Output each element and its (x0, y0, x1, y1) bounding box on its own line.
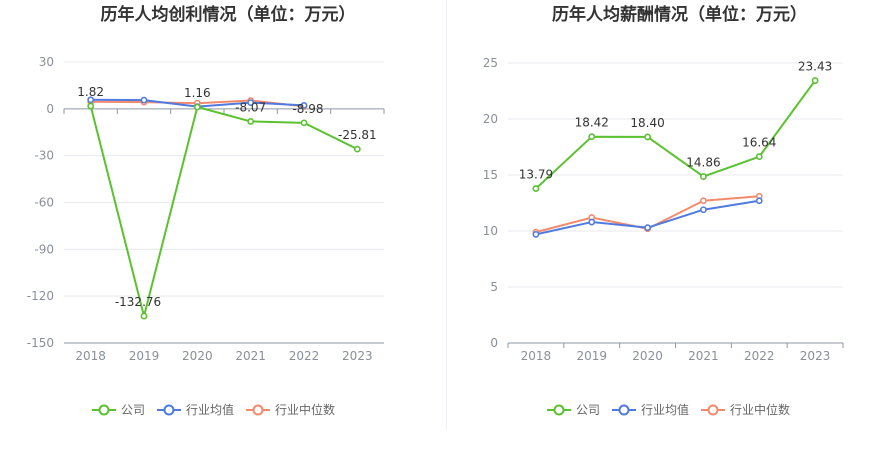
legend-label: 行业中位数 (275, 402, 335, 417)
legend-item-2[interactable]: 行业中位数 (701, 402, 790, 417)
legend-item-0[interactable]: 公司 (547, 403, 600, 417)
legend-label: 行业均值 (641, 402, 689, 417)
legend-label: 公司 (576, 403, 600, 417)
y-tick-label: -60 (34, 196, 54, 210)
data-point (588, 133, 596, 141)
y-tick-label: 5 (490, 280, 498, 294)
legend-item-1[interactable]: 行业均值 (157, 402, 234, 417)
data-point (87, 102, 95, 110)
data-label: 13.79 (519, 168, 553, 182)
x-tick-label: 2022 (289, 349, 320, 363)
salary-chart-svg: 历年人均薪酬情况（单位：万元） 25 20 15 10 5 0 2018 2019 2020 202… (483, 4, 844, 417)
data-label: 1.16 (184, 86, 211, 100)
data-label: -25.81 (338, 128, 377, 142)
data-label: 18.42 (575, 116, 609, 130)
data-point (353, 145, 361, 153)
legend-label: 行业中位数 (730, 402, 790, 417)
y-tick-label: 0 (46, 102, 54, 116)
data-point (193, 103, 201, 111)
data-point (700, 173, 707, 180)
x-tick-label: 2023 (800, 349, 831, 363)
data-point (811, 77, 819, 84)
data-point (300, 119, 308, 127)
y-tick-label: -150 (27, 336, 54, 350)
data-point (755, 153, 763, 161)
legend-marker-icon (707, 404, 719, 416)
data-point (532, 185, 540, 192)
data-point (247, 99, 255, 106)
data-point (700, 206, 707, 214)
data-point (140, 312, 148, 320)
profit-chart-svg: 历年人均创利情况（单位：万元） 30 0 -30 -60 -90 -120 -150 2018 2… (27, 4, 385, 417)
chart-title: 历年人均薪酬情况（单位：万元） (552, 4, 807, 25)
legend-marker-icon (553, 404, 565, 416)
legend-item-0[interactable]: 公司 (92, 403, 145, 417)
legend-label: 公司 (121, 403, 145, 417)
data-point (87, 96, 95, 104)
legend-item-2[interactable]: 行业中位数 (246, 402, 335, 417)
data-label: 16.64 (742, 136, 776, 150)
x-tick-label: 2020 (182, 349, 213, 363)
x-tick-label: 2019 (129, 349, 160, 363)
data-point (644, 224, 651, 232)
data-point (755, 197, 763, 205)
data-point (140, 96, 148, 104)
data-point (644, 133, 651, 141)
data-label: 18.40 (630, 116, 664, 130)
legend-marker-icon (163, 404, 175, 416)
x-tick-label: 2021 (235, 349, 266, 363)
data-label: -8.98 (292, 102, 323, 116)
data-point (588, 218, 596, 226)
x-tick-label: 2023 (342, 349, 373, 363)
profit-per-capita-chart: 历年人均创利情况（单位：万元） 30 0 -30 -60 -90 -120 -150 2018 2… (0, 0, 446, 458)
data-label: -132.76 (115, 295, 161, 309)
legend-label: 行业均值 (186, 402, 234, 417)
data-label: 1.82 (77, 85, 104, 99)
y-tick-label: 25 (483, 56, 498, 70)
series-line-0 (89, 105, 358, 318)
chart-title: 历年人均创利情况（单位：万元） (101, 4, 356, 25)
data-point (700, 197, 707, 205)
series-line-0 (535, 79, 816, 190)
salary-per-capita-chart: 历年人均薪酬情况（单位：万元） 25 20 15 10 5 0 2018 2019 2020 202… (447, 0, 893, 458)
y-tick-label: -120 (27, 289, 54, 303)
panel-divider (446, 0, 447, 430)
data-point (532, 230, 540, 238)
x-tick-label: 2018 (75, 349, 106, 363)
data-point (247, 118, 255, 125)
y-tick-label: 0 (490, 336, 498, 350)
data-label: -8.07 (235, 100, 266, 114)
y-tick-label: 30 (39, 55, 54, 69)
y-tick-label: -30 (34, 149, 54, 163)
data-label: 14.86 (686, 156, 720, 170)
legend-item-1[interactable]: 行业均值 (612, 402, 689, 417)
x-tick-label: 2019 (576, 349, 607, 363)
data-label: 23.43 (798, 60, 832, 74)
y-tick-label: 10 (483, 224, 498, 238)
y-tick-label: 20 (483, 112, 498, 126)
legend-marker-icon (618, 404, 630, 416)
y-tick-label: 15 (483, 168, 498, 182)
data-point (300, 101, 308, 109)
x-tick-label: 2020 (632, 349, 663, 363)
legend-marker-icon (252, 404, 264, 416)
y-tick-label: -90 (34, 242, 54, 256)
x-tick-label: 2021 (688, 349, 719, 363)
x-tick-label: 2018 (521, 349, 552, 363)
x-tick-label: 2022 (744, 349, 775, 363)
legend-marker-icon (98, 404, 110, 416)
